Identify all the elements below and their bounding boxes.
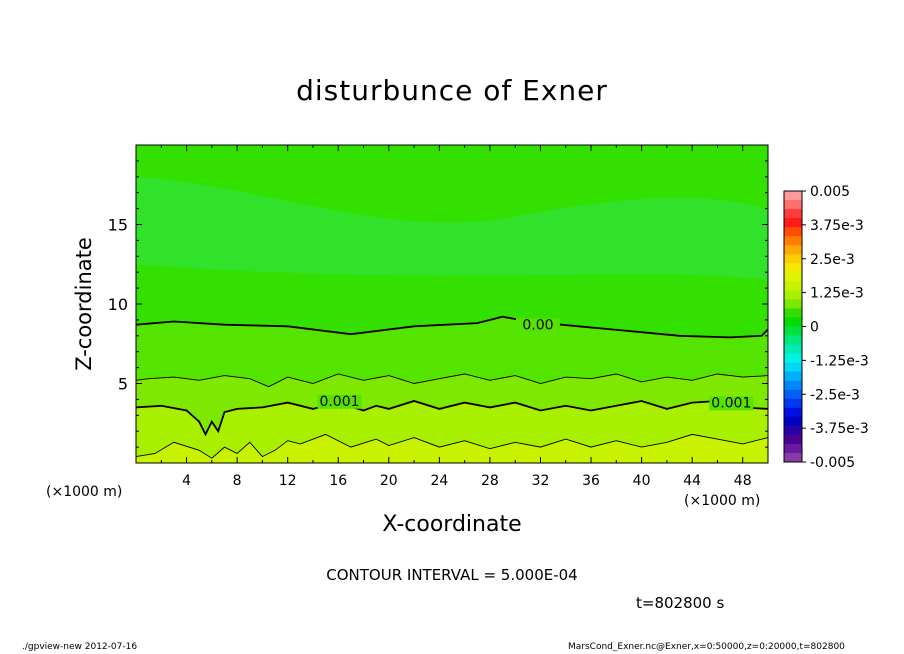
colorbar-label: -2.5e-3 [810, 387, 860, 403]
contour-label: 0.00 [522, 317, 553, 333]
contour-line-2 [136, 373, 768, 388]
colorbar-segment [784, 425, 802, 436]
colorbar-segment [784, 317, 802, 327]
colorbar-label: 2.5e-3 [810, 252, 855, 268]
colorbar-label: -1.25e-3 [810, 353, 869, 369]
y-axis-label: Z-coordinate [72, 237, 96, 371]
field-fill [136, 145, 768, 463]
x-tick-label: 4 [182, 473, 191, 489]
contour-label-bg [709, 396, 754, 411]
colorbar-segment [784, 209, 802, 219]
colorbar-segment [784, 443, 802, 454]
contour-label-bg [515, 318, 560, 333]
x-axis-unit: (×1000 m) [684, 493, 761, 509]
colorbar-segment [784, 236, 802, 246]
x-tick-label: 12 [279, 473, 297, 489]
colorbar-segment [784, 326, 802, 337]
y-axis-unit: (×1000 m) [46, 484, 123, 500]
colorbar-label: -0.005 [810, 455, 855, 471]
colorbar-label: 0 [810, 320, 819, 336]
footer-left: ./gpview-new 2012-07-16 [22, 642, 138, 652]
colorbar-segment [784, 308, 802, 318]
contour-label: 0.001 [711, 395, 751, 411]
colorbar-segment [784, 200, 802, 210]
x-axis-label: X-coordinate [382, 512, 522, 537]
field-band-4 [136, 434, 768, 463]
x-tick-label: 32 [532, 473, 550, 489]
x-tick-label: 8 [233, 473, 242, 489]
field-band-upper [136, 176, 768, 281]
y-tick-label: 15 [108, 216, 128, 235]
colorbar-segment [784, 272, 802, 282]
colorbar-segment [784, 290, 802, 300]
colorbar-segment [784, 191, 802, 201]
colorbar-segment [784, 344, 802, 355]
contour-line-4 [136, 433, 768, 459]
colorbar-segment [784, 353, 802, 364]
contour-line-3 [136, 400, 768, 437]
contour-label-bg [317, 394, 362, 409]
colorbar-segment [784, 416, 802, 427]
contour-interval-label: CONTOUR INTERVAL = 5.000E-04 [326, 566, 578, 584]
x-tick-label: 16 [329, 473, 347, 489]
colorbar-segment [784, 434, 802, 445]
x-tick-label: 28 [481, 473, 499, 489]
colorbar-segment [784, 452, 802, 463]
x-tick-label: 36 [582, 473, 600, 489]
x-tick-label: 24 [430, 473, 448, 489]
colorbar-segment [784, 389, 802, 400]
colorbar-label: 1.25e-3 [810, 286, 864, 302]
contour-label: 0.001 [319, 394, 359, 410]
colorbar-label: 0.005 [810, 184, 850, 200]
y-tick-label: 10 [108, 295, 128, 314]
time-label: t=802800 s [636, 594, 725, 612]
chart-title: disturbunce of Exner [296, 74, 608, 107]
x-tick-label: 48 [734, 473, 752, 489]
colorbar-segment [784, 281, 802, 291]
footer-right: MarsCond_Exner.nc@Exner,x=0:50000,z=0:20… [568, 642, 845, 652]
colorbar-segment [784, 254, 802, 264]
colorbar-label: 3.75e-3 [810, 218, 864, 234]
x-tick-label: 40 [633, 473, 651, 489]
colorbar-segment [784, 407, 802, 418]
colorbar-segment [784, 335, 802, 346]
colorbar-segment [784, 380, 802, 391]
colorbar-segment [784, 362, 802, 373]
colorbar-segment [784, 245, 802, 255]
colorbar-segment [784, 218, 802, 228]
colorbar-label: -3.75e-3 [810, 421, 869, 437]
y-tick-label: 5 [118, 375, 128, 394]
x-tick-label: 44 [683, 473, 701, 489]
contour-line-1 [136, 315, 768, 339]
colorbar-segment [784, 263, 802, 273]
colorbar-segment [784, 371, 802, 382]
x-tick-label: 20 [380, 473, 398, 489]
colorbar-segment [784, 299, 802, 309]
colorbar-segment [784, 227, 802, 237]
colorbar-segment [784, 398, 802, 409]
